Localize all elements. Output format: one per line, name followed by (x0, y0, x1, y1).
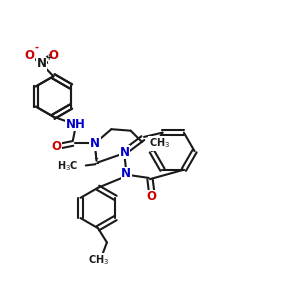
Text: CH$_3$: CH$_3$ (88, 254, 109, 267)
Text: -: - (35, 43, 39, 53)
Text: +: + (45, 53, 51, 62)
Text: N: N (120, 146, 130, 159)
Text: CH$_3$: CH$_3$ (148, 136, 170, 150)
Text: O: O (48, 49, 59, 62)
Text: O: O (51, 140, 61, 153)
Text: O: O (147, 190, 157, 203)
Text: N: N (121, 167, 131, 180)
Text: H$_3$C: H$_3$C (57, 159, 78, 173)
Text: O: O (25, 49, 34, 62)
Text: N: N (37, 57, 46, 70)
Text: NH: NH (66, 118, 86, 130)
Text: N: N (90, 137, 100, 150)
